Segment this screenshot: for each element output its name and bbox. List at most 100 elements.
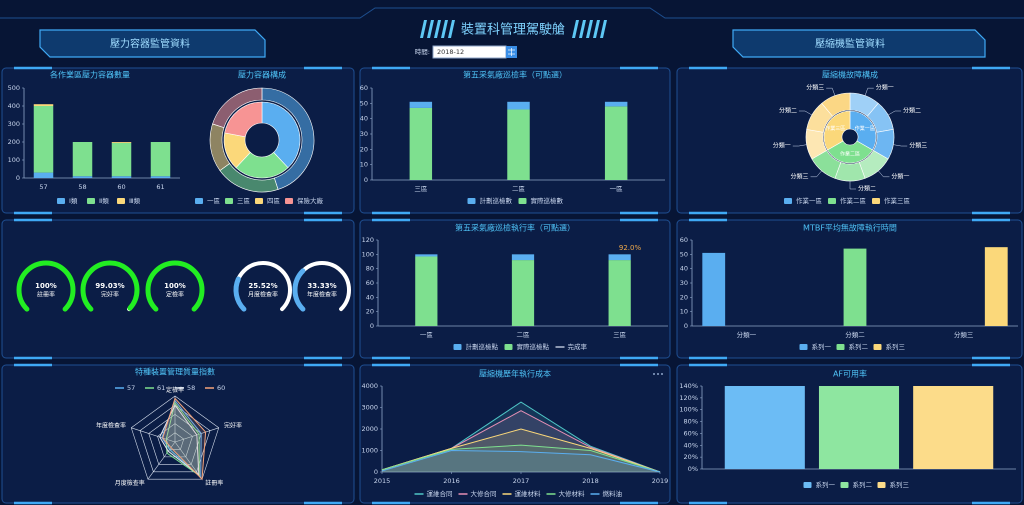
bar [111, 176, 132, 178]
leader-line [893, 144, 908, 147]
x-tick-label: 分類三 [954, 330, 974, 339]
leader-line [849, 181, 856, 190]
leader-line [810, 170, 822, 178]
legend-label: 60 [217, 384, 225, 392]
legend-swatch [784, 198, 792, 204]
legend-swatch [117, 198, 125, 204]
radar-indicator: 註冊率 [205, 479, 223, 487]
radar-area [161, 399, 202, 479]
chart-title: 各作業區壓力容器數量 [50, 70, 130, 80]
y-tick-label: 40% [684, 441, 698, 449]
slice-label: 分類三 [806, 84, 824, 92]
x-tick-label: 2016 [443, 477, 460, 485]
bar [507, 109, 530, 180]
legend-swatch [799, 344, 808, 350]
x-tick-label: 二區 [517, 331, 531, 339]
legend-swatch [828, 198, 836, 204]
legend-label: 計劃巡檢數 [480, 196, 513, 205]
legend-swatch [518, 198, 527, 204]
gauge-value-label: 25.52% [248, 282, 277, 290]
pie-slice [224, 101, 263, 138]
area [382, 445, 660, 472]
gauge-label: 完好率 [101, 291, 119, 299]
header-line [0, 7, 1024, 19]
slice-label: 作業三區 [825, 125, 845, 132]
y-tick-label: 80% [684, 418, 698, 426]
bar [150, 176, 171, 178]
chart-title: AF可用率 [833, 369, 867, 379]
gauge-value-label: 100% [164, 282, 186, 290]
bar [608, 254, 631, 261]
legend-swatch [453, 344, 462, 350]
y-tick-label: 10 [680, 308, 688, 316]
more-menu[interactable] [653, 373, 663, 375]
y-tick-label: 50 [680, 250, 688, 258]
legend-swatch [225, 198, 233, 204]
area [382, 450, 660, 472]
slice-label: 作業二區 [840, 151, 860, 158]
x-tick-label: 分類一 [737, 330, 757, 339]
bar [33, 172, 54, 178]
legend-label: 四區 [267, 197, 281, 205]
x-tick-label: 61 [156, 183, 164, 191]
pie-slice [849, 110, 877, 151]
y-tick-label: 0 [370, 322, 374, 330]
bar [111, 142, 132, 143]
pie-slice [827, 140, 873, 164]
x-tick-label: 分類二 [845, 330, 865, 339]
gauge-value-label: 33.33% [307, 282, 336, 290]
y-tick-label: 2000 [361, 425, 378, 433]
legend-label: 作業三區 [884, 196, 911, 205]
x-tick-label: 2018 [582, 477, 599, 485]
line [381, 444, 661, 473]
legend-label: 保險大廠 [297, 196, 324, 205]
annotation: 92.0% [619, 244, 642, 252]
gauge-label: 月度檢查率 [248, 291, 278, 299]
radar-area [165, 401, 200, 477]
x-tick-label: 57 [39, 183, 47, 191]
date-value[interactable]: 2018-12 [437, 48, 464, 56]
gauge-value [80, 260, 140, 312]
y-tick-label: 20 [366, 308, 374, 316]
date-label: 時間: [415, 48, 430, 56]
legend-label: 運維材料 [515, 489, 542, 498]
y-tick-label: 0 [364, 176, 368, 184]
slice-label: 分類二 [779, 107, 797, 115]
y-tick-label: 120 [362, 236, 374, 244]
legend-swatch [873, 344, 882, 350]
y-tick-label: 500 [8, 84, 20, 92]
bar [72, 176, 93, 178]
radar-area [159, 404, 200, 476]
bar [150, 142, 171, 177]
gauge-value [145, 260, 205, 312]
pie-slice [821, 92, 851, 117]
bar [511, 260, 535, 326]
slice-label: 分類一 [773, 142, 791, 150]
bar [604, 101, 628, 107]
x-tick-label: 60 [117, 183, 125, 191]
radar-area [162, 397, 207, 481]
dashboard-title: 裝置科管理駕駛艙 [461, 23, 565, 38]
legend-label: 作業二區 [840, 196, 867, 205]
bar [415, 256, 438, 326]
bar [415, 254, 438, 257]
radar-indicator: 月度檢查率 [115, 479, 145, 487]
bar [843, 248, 867, 326]
legend-swatch [836, 344, 845, 350]
slice-label: 分類一 [876, 84, 894, 92]
panel [1, 364, 355, 504]
x-tick-label: 三區 [414, 185, 428, 193]
slice-label: 分類二 [858, 185, 876, 193]
legend-label: 大修材料 [559, 489, 586, 498]
slice-label: 分類三 [909, 142, 927, 150]
legend-label: 實際巡檢點 [517, 342, 550, 351]
radar-ring [139, 404, 211, 473]
legend-label: Ⅱ類 [99, 196, 109, 205]
right-banner-text: 壓縮機監管資料 [815, 37, 885, 50]
y-tick-label: 120% [679, 394, 698, 402]
slice-label: 作業一區 [855, 125, 875, 132]
gauge-label: 定檢率 [166, 291, 184, 299]
bar [72, 142, 93, 177]
leader-line [878, 170, 890, 178]
